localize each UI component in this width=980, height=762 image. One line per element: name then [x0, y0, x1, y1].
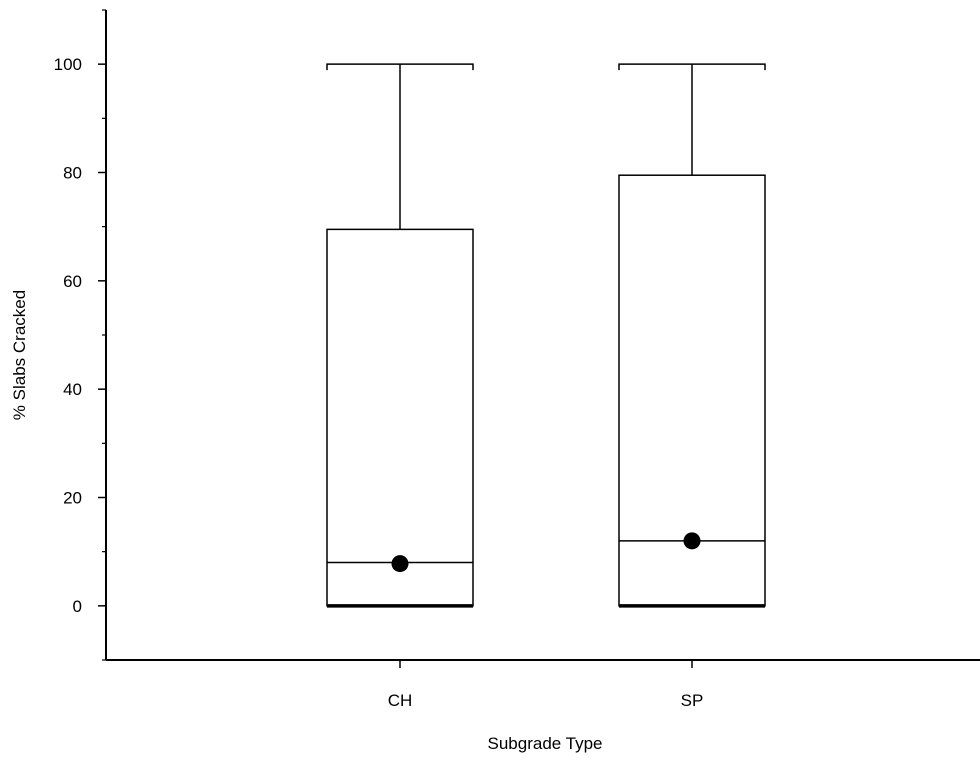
box-ch	[326, 63, 474, 608]
x-tick-label: SP	[681, 691, 704, 710]
y-tick-label: 80	[63, 164, 82, 183]
x-axis-title: Subgrade Type	[488, 734, 603, 753]
x-tick-label: CH	[388, 691, 413, 710]
mean-marker	[683, 532, 701, 550]
y-tick-label: 0	[73, 597, 82, 616]
box-iqr	[326, 228, 474, 607]
x-ticks-group: CH SP	[388, 660, 704, 710]
upper-whisker-cap	[326, 63, 474, 71]
y-tick-label: 20	[63, 489, 82, 508]
y-tick-label: 40	[63, 380, 82, 399]
boxes-group	[326, 63, 766, 608]
y-axis-title: % Slabs Cracked	[10, 290, 29, 420]
box-sp	[618, 63, 766, 608]
y-tick-label: 100	[54, 55, 82, 74]
y-tick-label: 60	[63, 272, 82, 291]
upper-whisker-cap	[618, 63, 766, 71]
mean-marker	[391, 555, 409, 573]
y-ticks-group: 0 20 40 60 80 100	[54, 9, 106, 661]
axes-group	[105, 10, 980, 661]
